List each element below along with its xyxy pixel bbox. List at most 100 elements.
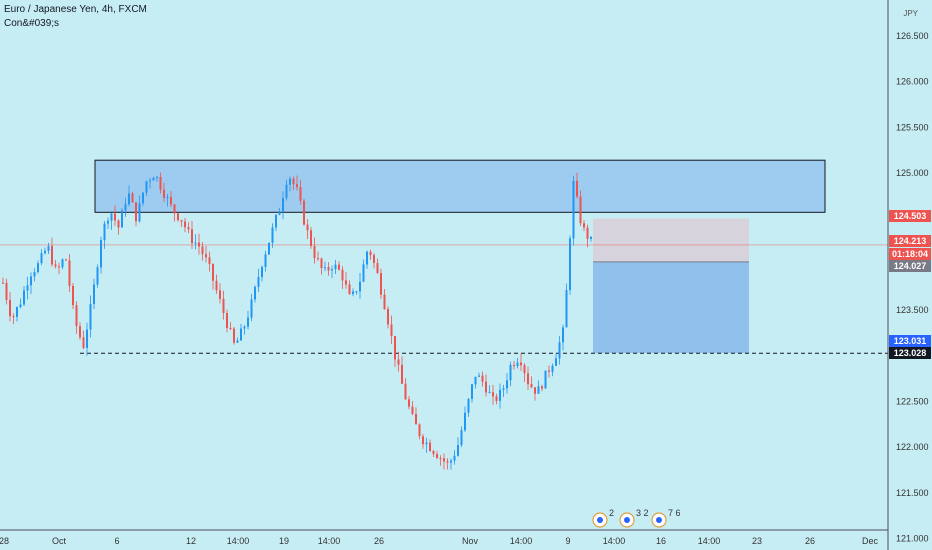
time-tick-label: 14:00 xyxy=(510,536,533,546)
candle-body xyxy=(418,424,421,437)
candle xyxy=(457,437,459,457)
candle-body xyxy=(166,197,169,199)
candle xyxy=(135,202,137,227)
candle-body xyxy=(65,259,67,261)
candle xyxy=(173,203,176,222)
economic-event-marker[interactable]: 3 2 xyxy=(619,508,649,528)
candle xyxy=(506,373,508,394)
price-tag[interactable]: 123.031 xyxy=(889,335,931,347)
candle xyxy=(233,327,235,345)
candle xyxy=(380,268,382,299)
candle-body xyxy=(233,328,235,343)
candle xyxy=(240,323,242,341)
candle xyxy=(79,322,81,340)
stop-loss-zone[interactable] xyxy=(593,218,749,262)
candle xyxy=(184,218,186,233)
price-tick-label: 121.000 xyxy=(896,534,929,544)
economic-event-marker[interactable]: 2 xyxy=(592,508,614,528)
candle-body xyxy=(219,290,221,299)
candle-body xyxy=(320,258,323,269)
candle xyxy=(292,176,295,190)
candle-body xyxy=(23,290,25,305)
candle-body xyxy=(152,177,155,181)
candle-body xyxy=(9,299,11,317)
candle xyxy=(373,253,375,269)
price-tag[interactable]: 124.503 xyxy=(889,210,931,222)
candle xyxy=(96,264,99,288)
candle-body xyxy=(401,364,403,384)
candle xyxy=(198,233,200,255)
candle-body xyxy=(457,445,459,456)
candle xyxy=(100,236,102,274)
resistance-zone[interactable] xyxy=(94,159,826,213)
candle-body xyxy=(103,223,106,241)
candle xyxy=(177,212,179,222)
candle-body xyxy=(306,224,309,231)
candle-body xyxy=(296,184,298,188)
candle-body xyxy=(576,180,578,197)
candle xyxy=(534,387,536,401)
candle xyxy=(229,322,232,330)
candle-body xyxy=(201,246,204,255)
candle-body xyxy=(551,365,554,372)
candle-body xyxy=(299,187,302,201)
candle xyxy=(520,353,522,371)
candle xyxy=(495,393,498,405)
candle-body xyxy=(338,264,340,270)
time-tick-label: 12 xyxy=(186,536,196,546)
candle-body xyxy=(250,299,253,318)
candle xyxy=(541,384,543,392)
candle xyxy=(446,458,449,470)
candle xyxy=(513,360,515,370)
candle-body xyxy=(506,380,508,389)
candle-body xyxy=(530,384,533,388)
price-tick-label: 122.000 xyxy=(896,442,929,452)
candle-body xyxy=(93,284,95,304)
candle xyxy=(5,278,8,305)
candle xyxy=(93,278,95,310)
candle-body xyxy=(138,203,141,222)
candle-body xyxy=(310,230,312,246)
candle xyxy=(460,426,463,448)
candle-body xyxy=(142,192,144,204)
candle-body xyxy=(527,373,529,385)
price-tag-label: 124.503 xyxy=(894,211,927,221)
candle xyxy=(107,217,109,229)
price-tag[interactable]: 123.028 xyxy=(889,347,931,359)
candle-body xyxy=(432,451,435,455)
candle xyxy=(44,247,46,255)
candle xyxy=(215,274,218,294)
candle xyxy=(331,265,333,278)
candle-body xyxy=(373,255,375,263)
candle xyxy=(65,258,67,261)
candle-body xyxy=(572,180,575,239)
candle xyxy=(401,356,403,384)
economic-event-marker[interactable]: 7 6 xyxy=(651,508,681,528)
event-flag-dot xyxy=(624,517,630,523)
candle-body xyxy=(355,291,358,293)
candle xyxy=(544,370,547,389)
candle-body xyxy=(324,267,326,269)
candle xyxy=(121,208,123,228)
candle-body xyxy=(170,197,172,205)
candle-body xyxy=(30,276,32,286)
candle-body xyxy=(26,285,29,291)
candle-body xyxy=(474,376,477,385)
indicator-label[interactable]: Con&#039;s xyxy=(4,18,60,29)
price-tag[interactable]: 124.027 xyxy=(889,260,931,272)
candle-body xyxy=(548,370,550,372)
candle xyxy=(163,182,165,203)
candle xyxy=(558,335,561,365)
time-tick-label: 6 xyxy=(114,536,119,546)
price-tag[interactable]: 01:18:04 xyxy=(889,248,931,260)
candle xyxy=(467,398,470,417)
candle-body xyxy=(450,460,452,463)
candle xyxy=(47,242,50,255)
candle xyxy=(257,268,260,293)
candle xyxy=(275,214,277,232)
candle xyxy=(236,337,239,343)
candle-body xyxy=(492,392,494,397)
price-tag[interactable]: 124.213 xyxy=(889,235,931,247)
take-profit-zone[interactable] xyxy=(593,261,749,353)
